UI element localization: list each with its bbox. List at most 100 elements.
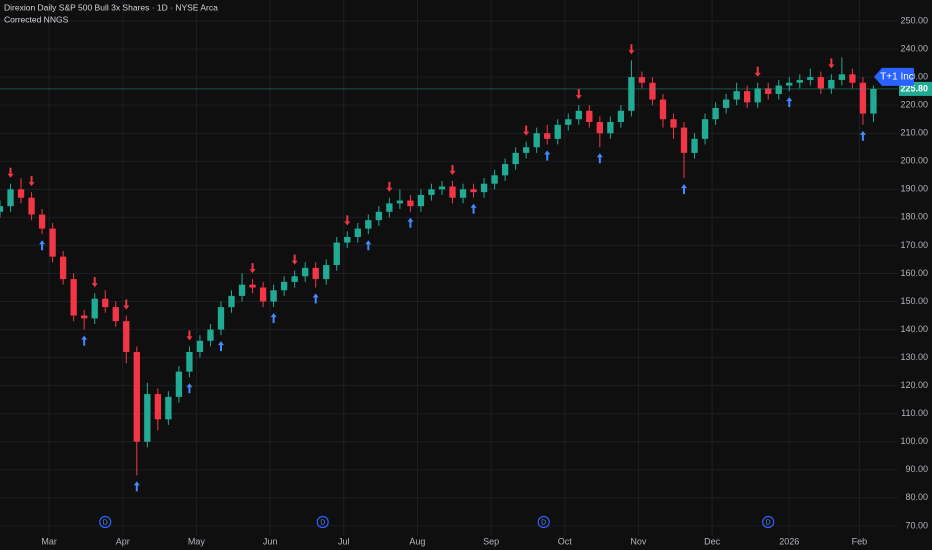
- candle-body: [365, 220, 372, 229]
- tag-box: [874, 67, 914, 86]
- candle-body: [196, 340, 204, 353]
- candle-body: [512, 152, 519, 165]
- candle-body: [849, 74, 856, 83]
- buy-arrow: [186, 383, 193, 394]
- sell-arrow: [28, 176, 35, 187]
- dividend-marker: [316, 515, 329, 529]
- candle-body: [638, 77, 646, 83]
- sell-arrow: [523, 125, 530, 136]
- candle-body: [123, 321, 130, 353]
- buy-arrow: [859, 130, 866, 141]
- buy-arrow: [681, 184, 688, 195]
- y-tick-label: 250.00: [900, 15, 928, 25]
- dividend-label: D: [103, 519, 108, 526]
- candle-body: [0, 206, 4, 212]
- candle-body: [28, 197, 35, 215]
- candle-body: [375, 211, 383, 221]
- sell-arrow: [123, 299, 130, 310]
- sell-arrow: [449, 164, 456, 175]
- candle-body: [280, 281, 288, 291]
- sell-arrow: [344, 215, 351, 226]
- candle-body: [459, 189, 467, 198]
- candle-body: [628, 77, 635, 111]
- candle-body: [154, 394, 162, 420]
- candle-body: [270, 290, 277, 302]
- y-tick-label: 90.00: [905, 464, 928, 474]
- x-tick-label: Dec: [704, 536, 721, 546]
- candle-body: [302, 267, 309, 277]
- x-tick-label: Mar: [41, 536, 57, 546]
- candle-body: [207, 329, 214, 341]
- candle-body: [807, 77, 814, 80]
- x-tick-label: Sep: [483, 536, 499, 546]
- buy-arrow: [39, 240, 46, 251]
- last-price-label: 225.80: [900, 83, 928, 93]
- candle-body: [81, 315, 88, 319]
- sell-arrow: [628, 44, 635, 55]
- buy-arrow: [217, 341, 224, 352]
- candle-body: [870, 88, 877, 114]
- candle-body: [733, 91, 740, 100]
- candle-body: [523, 147, 530, 153]
- sell-arrow: [575, 89, 582, 100]
- candle-body: [249, 284, 256, 288]
- y-tick-label: 240.00: [900, 43, 928, 53]
- candle-body: [112, 307, 119, 322]
- candle-body: [575, 110, 582, 120]
- dividend-label: D: [766, 519, 771, 526]
- candle-body: [228, 295, 235, 308]
- candle-body: [259, 287, 267, 302]
- dividend-marker: [762, 515, 775, 529]
- y-tick-label: 190.00: [900, 184, 928, 194]
- buy-arrow: [470, 203, 477, 214]
- candle-body: [533, 133, 540, 148]
- y-tick-label: 150.00: [900, 296, 928, 306]
- candle-body: [144, 394, 151, 442]
- candle-body: [407, 200, 414, 207]
- candle-body: [617, 110, 625, 123]
- x-tick-label: 2026: [779, 536, 799, 546]
- candle-body: [449, 186, 456, 198]
- candle-body: [859, 82, 867, 114]
- y-tick-label: 160.00: [900, 268, 928, 278]
- candle-body: [754, 88, 761, 103]
- buy-arrow: [133, 481, 140, 492]
- buy-arrow: [312, 293, 319, 304]
- sell-arrow: [291, 254, 298, 265]
- sell-arrow: [754, 66, 761, 77]
- candle-body: [7, 189, 14, 207]
- sell-arrow: [386, 181, 393, 192]
- candle-body: [817, 77, 824, 89]
- y-tick-label: 70.00: [905, 520, 928, 530]
- buy-arrow: [270, 313, 277, 324]
- candle-body: [417, 194, 425, 207]
- candle-body: [175, 371, 183, 397]
- candle-body: [765, 88, 772, 94]
- candle-body: [91, 298, 98, 319]
- buy-arrow: [786, 97, 793, 108]
- sell-arrow: [7, 167, 14, 178]
- candle-body: [838, 74, 846, 80]
- y-tick-label: 210.00: [900, 128, 928, 138]
- y-tick-label: 200.00: [900, 156, 928, 166]
- candle-body: [102, 298, 109, 308]
- candle-body: [354, 228, 361, 238]
- candle-body: [38, 214, 46, 229]
- dividend-label: D: [541, 519, 546, 526]
- candle-body: [470, 189, 477, 193]
- candle-body: [396, 200, 404, 204]
- candle-body: [680, 127, 688, 153]
- y-tick-label: 100.00: [900, 436, 928, 446]
- candle-body: [312, 267, 319, 280]
- buy-arrow: [365, 240, 372, 251]
- candle-body: [49, 228, 56, 257]
- candle-body: [828, 79, 835, 89]
- x-tick-label: May: [188, 536, 206, 546]
- x-tick-label: Apr: [116, 536, 130, 546]
- candle-body: [670, 119, 677, 128]
- candle-body: [323, 265, 330, 280]
- y-tick-label: 170.00: [900, 240, 928, 250]
- dividend-marker: [99, 515, 112, 529]
- buy-arrow: [407, 217, 414, 228]
- chart-title: Direxion Daily S&P 500 Bull 3x Shares · …: [4, 2, 218, 12]
